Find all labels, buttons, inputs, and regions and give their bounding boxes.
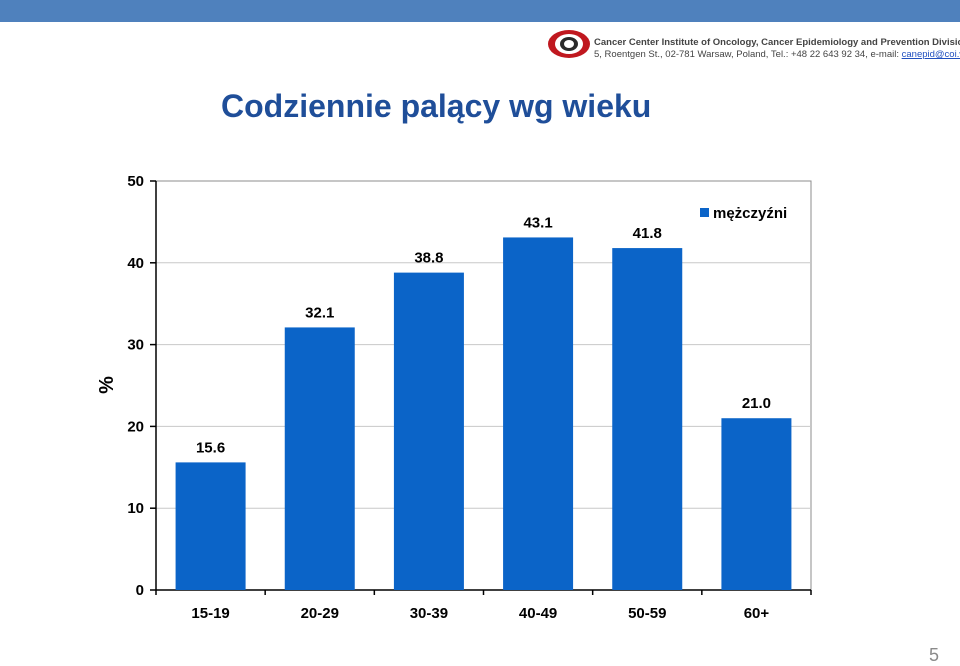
legend-swatch: [700, 208, 709, 217]
bar: [284, 327, 355, 590]
data-label: 41.8: [633, 225, 662, 242]
data-label: 38.8: [414, 250, 443, 267]
x-tick-label: 50-59: [628, 605, 666, 622]
y-tick-label: 30: [127, 337, 144, 354]
institute-header: Cancer Center Institute of Oncology, Can…: [594, 37, 960, 61]
y-tick-label: 40: [127, 255, 144, 272]
data-label: 32.1: [305, 304, 334, 321]
data-label: 43.1: [523, 214, 552, 231]
institute-name: Cancer Center Institute of Oncology, Can…: [594, 37, 960, 48]
legend-label: mężczyźni: [713, 205, 787, 222]
bar: [503, 237, 574, 590]
bar: [175, 462, 246, 590]
y-tick-label: 20: [127, 418, 144, 435]
x-tick-label: 40-49: [519, 605, 557, 622]
address-text: 5, Roentgen St., 02-781 Warsaw, Poland, …: [594, 49, 899, 60]
y-tick-label: 0: [136, 582, 144, 599]
data-label: 21.0: [742, 395, 771, 412]
y-tick-label: 10: [127, 500, 144, 517]
bar: [612, 248, 683, 591]
email-link[interactable]: canepid@coi.waw.pl: [901, 49, 960, 60]
institute-address: 5, Roentgen St., 02-781 Warsaw, Poland, …: [594, 49, 960, 61]
x-tick-label: 20-29: [301, 605, 339, 622]
x-tick-label: 60+: [744, 605, 770, 622]
y-axis-label: %: [96, 376, 118, 394]
bar: [393, 272, 464, 590]
y-tick-label: 50: [127, 173, 144, 190]
data-label: 15.6: [196, 439, 225, 456]
x-tick-label: 15-19: [191, 605, 229, 622]
page-number: 5: [928, 645, 939, 665]
x-tick-label: 30-39: [410, 605, 448, 622]
slide-title: Codziennie palący wg wieku: [221, 88, 652, 124]
plot-frame: [155, 180, 812, 591]
bar: [721, 418, 792, 590]
top-accent-bar: [0, 0, 960, 22]
institute-logo-icon: [548, 30, 590, 58]
